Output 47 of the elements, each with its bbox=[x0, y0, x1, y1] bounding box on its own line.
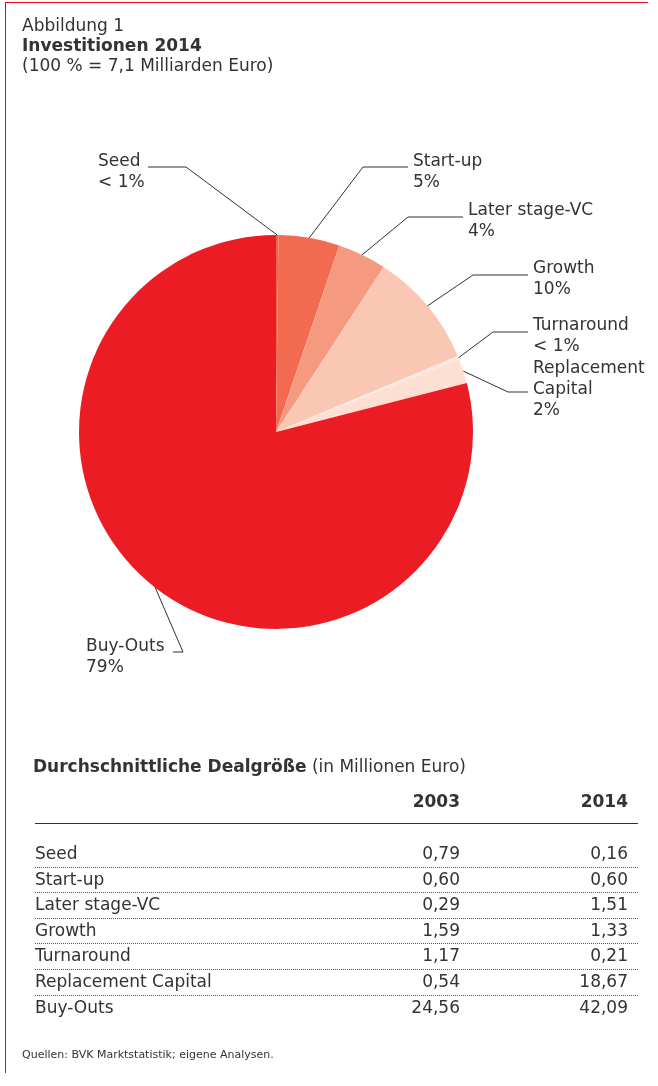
data-label: 0,21 bbox=[590, 944, 628, 968]
pie-slice bbox=[276, 235, 340, 432]
slice-label: Buy-Outs bbox=[86, 635, 165, 655]
pie-slice bbox=[79, 235, 473, 629]
text: Abbildung 1 bbox=[22, 15, 125, 35]
category-label: Growth bbox=[35, 918, 97, 942]
pie-slice bbox=[276, 267, 458, 432]
data-label: 0,60 bbox=[590, 867, 628, 891]
data-label: 0,79 bbox=[422, 842, 460, 865]
category-label: Turnaround bbox=[35, 944, 131, 968]
data-label: 0,60 bbox=[422, 867, 460, 891]
data-label: 1,51 bbox=[590, 893, 628, 917]
data-label: 10% bbox=[533, 278, 571, 298]
data-label: 0,16 bbox=[590, 842, 628, 865]
slice-label: Seed bbox=[98, 150, 141, 170]
slice-label: Replacement Capital bbox=[533, 357, 646, 398]
chart-subtitle: (100 % = 7,1 Milliarden Euro) bbox=[22, 55, 274, 75]
chart-title: Investitionen 2014 bbox=[22, 35, 203, 55]
data-label: 2% bbox=[533, 399, 560, 419]
text: 2014 bbox=[580, 791, 628, 811]
data-label: 18,67 bbox=[579, 970, 628, 993]
data-label: 5% bbox=[413, 171, 440, 191]
category-label: Later stage-VC bbox=[35, 893, 161, 917]
slice-label: Start-up bbox=[413, 150, 483, 170]
data-label: 79% bbox=[86, 656, 124, 676]
data-label: 24,56 bbox=[411, 995, 460, 1019]
text: Durchschnittliche Dealgröße bbox=[33, 756, 307, 776]
data-label: 4% bbox=[468, 220, 495, 240]
source-note: Quellen: BVK Marktstatistik; eigene Analysen. bbox=[22, 1048, 274, 1061]
data-label: 42,09 bbox=[579, 995, 628, 1019]
data-label: 0,29 bbox=[422, 893, 460, 917]
slice-label: Growth bbox=[533, 257, 595, 277]
pie-slice bbox=[276, 245, 384, 432]
data-label: 1,59 bbox=[422, 918, 460, 942]
data-label: < 1% bbox=[533, 335, 580, 355]
slice-label: Turnaround bbox=[532, 314, 629, 334]
data-label: 1,33 bbox=[590, 918, 628, 942]
data-label: < 1% bbox=[98, 171, 145, 191]
category-label: Seed bbox=[35, 842, 78, 865]
data-label: 1,17 bbox=[422, 944, 460, 968]
slice-label: Later stage-VC bbox=[468, 199, 594, 219]
text: (in Millionen Euro) bbox=[310, 756, 466, 776]
text: 2003 bbox=[412, 791, 460, 811]
data-label: 0,54 bbox=[422, 970, 460, 993]
category-label: Buy-Outs bbox=[35, 995, 114, 1019]
category-label: Start-up bbox=[35, 867, 105, 891]
category-label: Replacement Capital bbox=[35, 970, 212, 993]
